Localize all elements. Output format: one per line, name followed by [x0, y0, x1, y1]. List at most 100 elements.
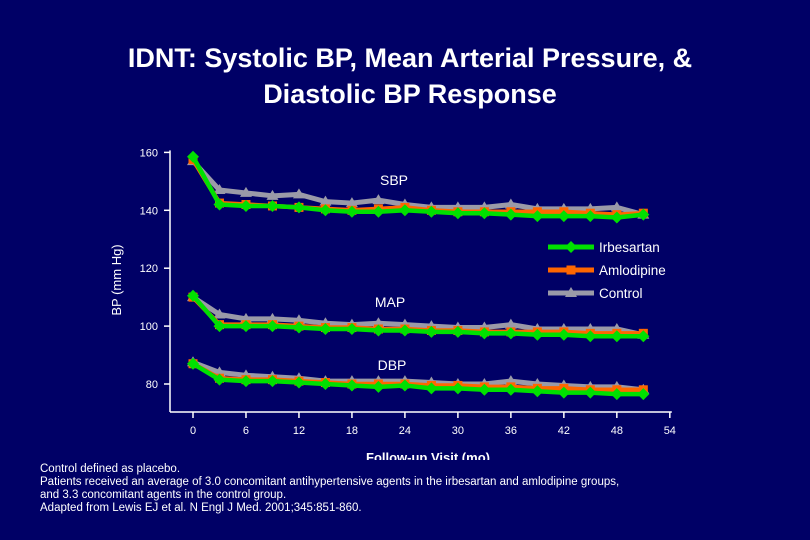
irbesartan-point — [610, 211, 623, 224]
irbesartan-point — [565, 241, 577, 253]
bp-line-chart: 80 100 120 140 160 0 6 12 18 24 30 36 42 48 54 BP (mm… — [109, 147, 676, 460]
y-axis-label: BP (mm Hg) — [109, 244, 124, 315]
sbp-group — [187, 150, 650, 224]
control-point — [504, 318, 517, 329]
x-tick-label: 42 — [558, 425, 570, 437]
control-point — [213, 184, 226, 195]
irbesartan-point — [478, 207, 491, 220]
irbesartan-point — [239, 375, 252, 388]
irbesartan-point — [187, 357, 199, 370]
y-tick-label: 140 — [140, 205, 158, 217]
x-axis-label: Follow-up Visit (mo) — [366, 450, 490, 460]
x-tick-label: 24 — [399, 425, 411, 437]
irbesartan-point — [187, 150, 199, 163]
irbesartan-point — [345, 205, 358, 218]
x-ticks: 0 6 12 18 24 30 36 42 48 54 — [190, 412, 676, 437]
annotation-sbp: SBP — [380, 172, 408, 188]
irbesartan-point — [266, 199, 279, 212]
irbesartan-point — [213, 373, 226, 386]
irbesartan-point — [557, 210, 570, 223]
irbesartan-point — [292, 376, 305, 389]
irbesartan-point — [398, 204, 411, 217]
x-tick-label: 48 — [611, 425, 623, 437]
irbesartan-point — [398, 324, 411, 337]
title-line-2: Diastolic BP Response — [263, 79, 557, 109]
irbesartan-point — [372, 324, 385, 337]
x-tick-label: 30 — [452, 425, 464, 437]
map-group — [187, 289, 650, 343]
irbesartan-point — [319, 378, 332, 390]
footnote-line: and 3.3 concomitant agents in the contro… — [40, 489, 287, 501]
dbp-group — [187, 356, 650, 401]
irbesartan-point — [239, 320, 252, 333]
control-point — [345, 197, 358, 208]
irbesartan-point — [584, 330, 597, 343]
x-tick-label: 36 — [505, 425, 517, 437]
control-point — [372, 194, 385, 205]
series-layer — [187, 150, 650, 401]
footnotes: Control defined as placebo. Patients rec… — [40, 463, 780, 515]
irbesartan-point — [425, 325, 438, 338]
irbesartan-point — [451, 382, 464, 395]
irbesartan-point — [292, 201, 305, 214]
x-tick-label: 18 — [346, 425, 358, 437]
control-point — [292, 188, 305, 199]
irbesartan-point — [319, 204, 332, 217]
annotation-map: MAP — [375, 294, 405, 310]
control-point — [213, 308, 226, 319]
control-point — [239, 186, 252, 197]
irbesartan-point — [584, 210, 597, 223]
irbesartan-point — [372, 380, 385, 393]
footnote-line: Patients received an average of 3.0 conc… — [40, 476, 620, 488]
legend-label-amlodipine: Amlodipine — [599, 263, 666, 278]
x-tick-label: 6 — [243, 425, 249, 437]
irbesartan-point — [610, 330, 623, 343]
control-point — [319, 195, 332, 206]
x-tick-label: 0 — [190, 425, 196, 437]
irbesartan-point — [637, 388, 650, 401]
irbesartan-point — [504, 208, 517, 221]
irbesartan-point — [504, 327, 517, 340]
irbesartan-point — [557, 328, 570, 341]
y-tick-label: 160 — [140, 147, 158, 159]
chart-legend: Irbesartan Amlodipine Control — [548, 240, 666, 301]
irbesartan-point — [213, 320, 226, 333]
amlodipine-point — [566, 265, 576, 275]
y-tick-label: 80 — [146, 379, 158, 391]
footnote-line: Control defined as placebo. — [40, 463, 181, 475]
chart-axes — [169, 150, 672, 413]
irbesartan-point — [610, 388, 623, 401]
x-tick-label: 12 — [293, 425, 305, 437]
footnote-line: Adapted from Lewis EJ et al. N Engl J Me… — [40, 502, 362, 514]
irbesartan-point — [637, 208, 650, 221]
legend-label-control: Control — [599, 286, 643, 301]
slide-title: IDNT: Systolic BP, Mean Arterial Pressur… — [40, 40, 780, 112]
irbesartan-point — [187, 289, 199, 302]
y-tick-label: 120 — [140, 263, 158, 275]
x-tick-label: 54 — [664, 425, 676, 437]
control-point — [504, 198, 517, 209]
irbesartan-point — [557, 386, 570, 399]
irbesartan-point — [531, 328, 544, 341]
annotation-dbp: DBP — [378, 357, 407, 373]
irbesartan-point — [425, 382, 438, 395]
title-line-1: IDNT: Systolic BP, Mean Arterial Pressur… — [127, 43, 693, 73]
irbesartan-point — [345, 379, 358, 392]
irbesartan-point — [372, 205, 385, 218]
irbesartan-point — [637, 330, 650, 343]
irbesartan-point — [584, 386, 597, 399]
irbesartan-point — [213, 198, 226, 211]
irbesartan-point — [239, 199, 252, 212]
irbesartan-point — [478, 383, 491, 396]
irbesartan-point — [531, 210, 544, 223]
irbesartan-point — [425, 205, 438, 218]
irbesartan-point — [345, 322, 358, 335]
control-point — [266, 189, 279, 200]
irbesartan-point — [292, 321, 305, 334]
y-tick-label: 100 — [140, 321, 158, 333]
irbesartan-point — [504, 383, 517, 396]
irbesartan-point — [319, 322, 332, 335]
irbesartan-point — [266, 320, 279, 333]
irbesartan-point — [531, 385, 544, 398]
